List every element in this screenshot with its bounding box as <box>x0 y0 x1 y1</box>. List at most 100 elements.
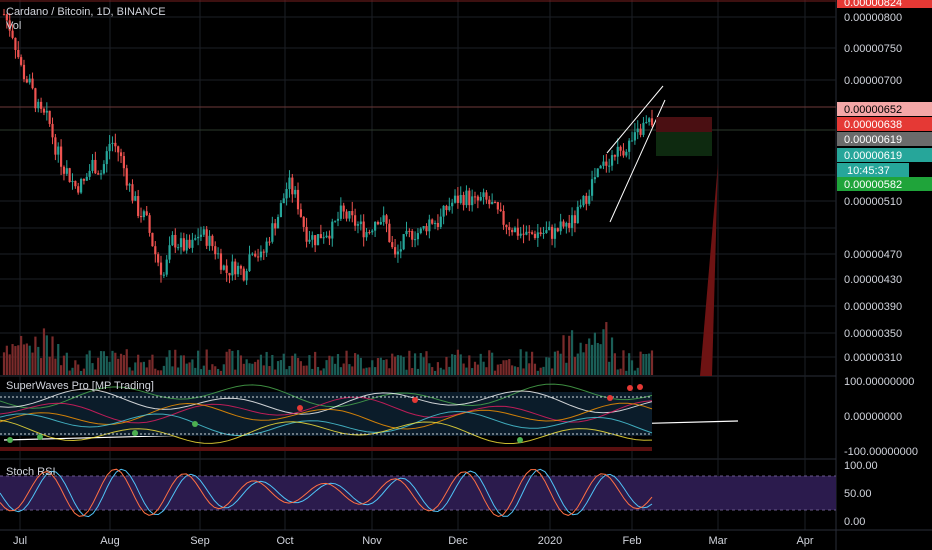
volume-bar <box>422 357 425 375</box>
candle-body <box>145 211 148 216</box>
candle-body <box>570 215 574 228</box>
candle-body <box>308 239 311 242</box>
volume-bar <box>194 367 197 375</box>
candle-body <box>405 230 408 235</box>
volume-bar <box>214 366 217 375</box>
price-tag <box>837 163 909 177</box>
volume-bar <box>493 370 497 375</box>
candle-body <box>371 230 374 233</box>
candle-body <box>439 216 442 227</box>
volume-bar <box>636 367 639 375</box>
volume-bar <box>388 368 391 375</box>
volume-bar <box>177 367 180 375</box>
volume-bar <box>622 350 625 375</box>
volume-bar <box>285 369 288 375</box>
time-axis: Jul Aug Sep Oct Nov Dec 2020 Feb Mar Apr <box>0 529 932 547</box>
volume-bar <box>42 328 46 375</box>
volume-bar <box>525 351 528 375</box>
volume-bar <box>128 367 131 375</box>
volume-bar <box>154 368 157 375</box>
volume-bar <box>559 353 562 375</box>
candle-body <box>519 233 522 236</box>
candle-body <box>365 232 368 238</box>
wedge-upper-line <box>606 85 664 154</box>
candle-body <box>288 177 291 190</box>
candle-body <box>8 20 11 31</box>
volume-bar <box>356 354 360 375</box>
volume-bar <box>174 349 177 375</box>
candle-body <box>630 140 634 142</box>
volume-bar <box>314 351 317 375</box>
candle-body <box>17 49 20 58</box>
volume-bar <box>379 357 382 375</box>
price-tag-label: 10:45:37 <box>847 165 890 177</box>
candle-body <box>157 254 160 263</box>
candle-body <box>482 192 485 197</box>
volume-bar <box>576 353 579 375</box>
volume-bar <box>351 366 354 375</box>
volume-bar <box>40 358 43 375</box>
candle-body <box>422 226 425 229</box>
volume-bar <box>276 361 280 375</box>
volume-label: Vol <box>6 20 22 32</box>
candle-body <box>311 235 314 240</box>
wedge-lower-line <box>609 99 666 223</box>
time-tick-label: Aug <box>100 535 120 547</box>
candle-body <box>105 151 108 165</box>
candle-body <box>462 194 465 206</box>
candle-body <box>125 168 128 186</box>
volume-bar <box>374 367 377 375</box>
candle-body <box>11 30 14 38</box>
candle-body <box>359 221 362 225</box>
volume-bar <box>125 349 128 375</box>
signal-dot <box>297 405 303 411</box>
volume-bar <box>137 354 140 375</box>
candle-body <box>356 224 360 226</box>
candle-body <box>159 262 163 275</box>
volume-bar <box>202 365 205 375</box>
candle-body <box>294 189 297 195</box>
volume-bar <box>519 349 522 375</box>
volume-bar <box>471 368 474 375</box>
candle-body <box>242 268 245 281</box>
volume-bar <box>94 369 97 375</box>
volume-bar <box>570 330 574 375</box>
volume-bar <box>262 365 265 375</box>
volume-bar <box>354 353 357 375</box>
volume-bar <box>433 370 437 375</box>
candle-body <box>471 196 474 206</box>
volume-bar <box>565 362 568 375</box>
candle-body <box>442 205 445 217</box>
volume-bar <box>14 346 17 375</box>
top-price-tag <box>837 0 932 8</box>
volume-bar <box>630 360 634 375</box>
volume-bar <box>393 356 397 375</box>
volume-bar <box>325 360 328 375</box>
price-tick-label: 0.00000750 <box>844 43 902 55</box>
candle-body <box>399 249 402 252</box>
superwaves-tick-label: 100.00000000 <box>844 376 914 388</box>
superwaves-line <box>0 419 653 444</box>
candle-body <box>25 79 28 83</box>
candle-body <box>476 196 479 201</box>
volume-bar <box>342 363 345 375</box>
candle-body <box>59 146 63 167</box>
candle-body <box>436 222 440 227</box>
candle-body <box>639 128 642 135</box>
candle-body <box>619 146 622 151</box>
candle-body <box>91 159 94 171</box>
candle-body <box>445 205 448 211</box>
price-tick-label: 0.00000430 <box>844 274 902 286</box>
signal-strip <box>0 447 652 451</box>
candle-body <box>128 184 131 186</box>
candle-body <box>579 205 582 207</box>
volume-bar <box>451 354 454 375</box>
volume-bar <box>259 354 263 375</box>
volume-bar <box>282 353 285 375</box>
candle-body <box>456 195 459 203</box>
stochrsi-pane <box>0 468 836 518</box>
volume-bar <box>562 335 565 375</box>
volume-bar <box>251 363 254 375</box>
candle-body <box>393 247 397 255</box>
